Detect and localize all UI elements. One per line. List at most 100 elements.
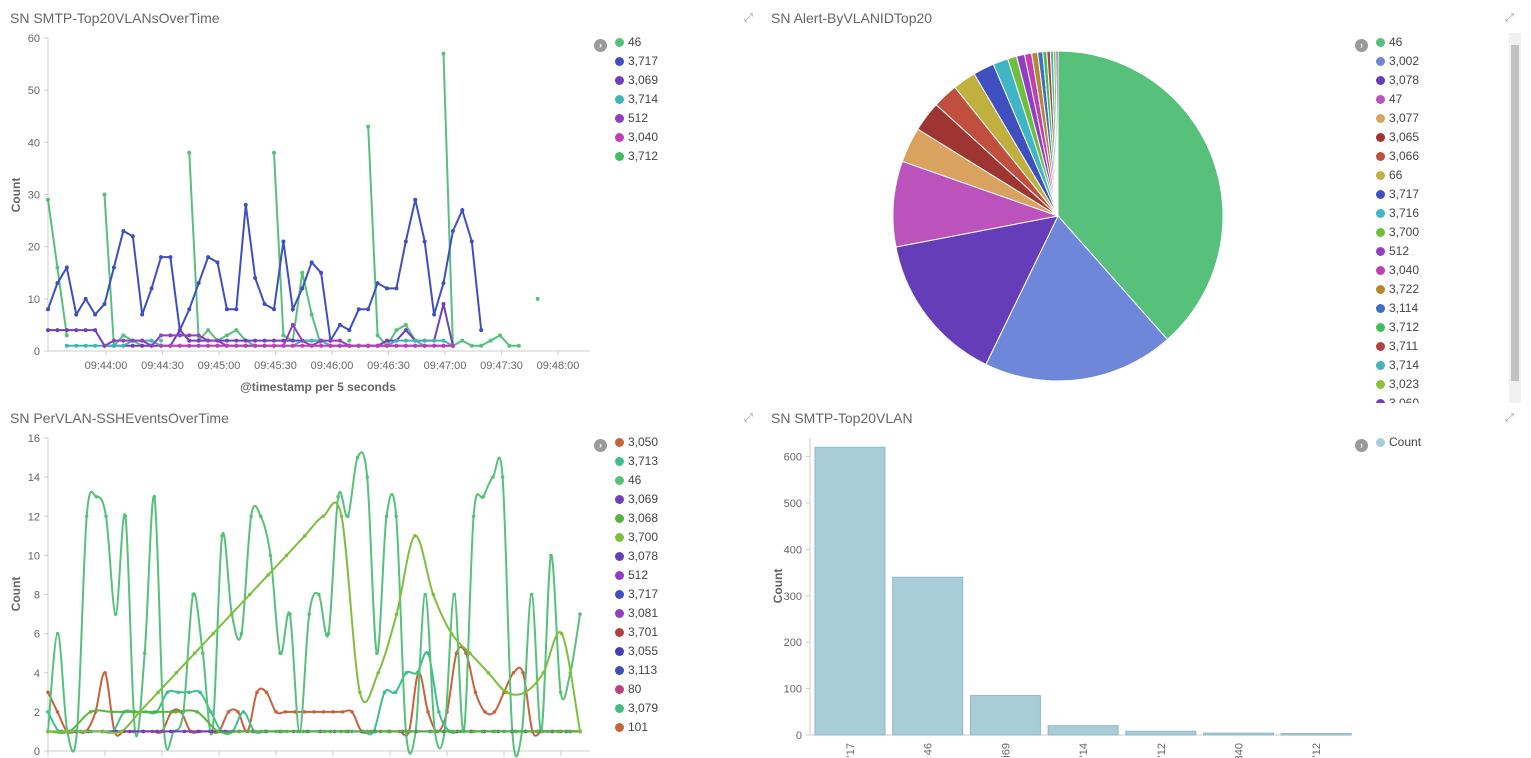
data-point <box>110 710 114 714</box>
data-point <box>74 343 79 348</box>
data-point <box>394 328 399 333</box>
bar <box>1203 732 1274 736</box>
legend-item[interactable]: 47 <box>1376 90 1419 109</box>
data-point <box>535 296 540 301</box>
legend-item[interactable]: 3,065 <box>1376 128 1419 147</box>
legend-item[interactable]: 3,055 <box>615 642 658 661</box>
expand-icon[interactable]: ⤢ <box>1505 412 1514 424</box>
legend-item[interactable]: 3,078 <box>1376 71 1419 90</box>
legend-item[interactable]: 3,712 <box>1376 318 1419 337</box>
legend-item[interactable]: 46 <box>1376 33 1419 52</box>
legend-item[interactable]: 512 <box>615 109 658 128</box>
expand-icon[interactable]: ⤢ <box>744 412 753 424</box>
legend-item[interactable]: 3,701 <box>615 623 658 642</box>
legend-dot-icon <box>1376 76 1385 85</box>
legend-item[interactable]: 3,078 <box>615 547 658 566</box>
legend-label: 3,716 <box>1389 206 1420 220</box>
data-point <box>142 651 147 655</box>
legend-item[interactable]: 3,700 <box>1376 223 1419 242</box>
data-point <box>121 343 126 348</box>
legend-toggle-icon[interactable]: › <box>594 39 607 52</box>
data-point <box>326 631 331 636</box>
data-point <box>473 690 478 695</box>
legend-item[interactable]: 66 <box>1376 166 1419 185</box>
data-point <box>123 514 128 519</box>
data-point <box>309 260 314 265</box>
x-tick-label: 09:46:30 <box>367 360 410 372</box>
legend-item[interactable]: 3,722 <box>1376 280 1419 299</box>
legend-item[interactable]: 3,716 <box>1376 204 1419 223</box>
legend-label: 66 <box>1389 168 1403 182</box>
legend-item[interactable]: 3,002 <box>1376 52 1419 71</box>
legend-item[interactable]: 3,077 <box>1376 109 1419 128</box>
legend: Count <box>1376 433 1421 452</box>
data-point <box>272 150 276 155</box>
data-point <box>385 286 389 291</box>
data-point <box>319 343 324 348</box>
legend-item[interactable]: 3,717 <box>615 585 658 604</box>
legend-item[interactable]: 3,060 <box>1376 394 1419 403</box>
data-point <box>177 333 182 338</box>
expand-icon[interactable]: ⤢ <box>1505 12 1514 24</box>
legend-toggle-icon[interactable]: › <box>1355 439 1368 452</box>
bar <box>1125 730 1197 736</box>
legend-item[interactable]: 3,714 <box>1376 356 1419 375</box>
legend-scrollbar[interactable] <box>1509 33 1521 403</box>
data-point <box>413 338 418 343</box>
data-point <box>247 592 252 597</box>
legend-item[interactable]: 3,050 <box>615 433 658 452</box>
legend-label: 3,002 <box>1389 54 1420 68</box>
data-point <box>328 343 333 348</box>
legend-dot-icon <box>1376 57 1385 66</box>
legend-item[interactable]: 512 <box>615 566 658 585</box>
data-point <box>224 333 229 338</box>
legend-label: 3,040 <box>1389 263 1420 277</box>
data-point <box>224 338 229 343</box>
legend-item[interactable]: 46 <box>615 33 658 52</box>
bar <box>892 576 964 736</box>
legend-item[interactable]: 3,040 <box>1376 261 1419 280</box>
legend-item[interactable]: 3,714 <box>615 90 658 109</box>
legend-item[interactable]: 3,717 <box>1376 185 1419 204</box>
data-point <box>249 514 253 519</box>
legend-item[interactable]: 3,069 <box>615 71 658 90</box>
legend-item[interactable]: 3,069 <box>615 490 658 509</box>
data-point <box>375 651 379 655</box>
data-point <box>46 328 50 333</box>
legend-item[interactable]: 3,079 <box>615 699 658 718</box>
legend-item[interactable]: 80 <box>615 680 658 699</box>
data-point <box>206 255 211 260</box>
data-point <box>46 307 50 312</box>
legend-item[interactable]: 3,711 <box>1376 337 1419 356</box>
expand-icon[interactable]: ⤢ <box>744 12 753 24</box>
data-point <box>337 343 342 348</box>
legend-item[interactable]: 3,066 <box>1376 147 1419 166</box>
legend-item[interactable]: 3,068 <box>615 509 658 528</box>
legend-item[interactable]: 3,717 <box>615 52 658 71</box>
scrollbar-thumb[interactable] <box>1511 45 1519 381</box>
data-point <box>196 281 201 286</box>
legend-item[interactable]: 3,713 <box>615 452 658 471</box>
legend-item[interactable]: 3,712 <box>615 147 658 166</box>
legend-item[interactable]: 3,114 <box>1376 299 1419 318</box>
legend-item[interactable]: Count <box>1376 433 1421 452</box>
legend-label: 3,078 <box>1389 73 1420 87</box>
legend-dot-icon <box>615 647 624 656</box>
legend-item[interactable]: 3,040 <box>615 128 658 147</box>
legend-item[interactable]: 512 <box>1376 242 1419 261</box>
legend-item[interactable]: 46 <box>615 471 658 490</box>
legend-toggle-icon[interactable]: › <box>1355 39 1368 52</box>
legend-dot-icon <box>615 457 624 466</box>
y-tick-label: 500 <box>784 498 802 510</box>
legend-item[interactable]: 3,700 <box>615 528 658 547</box>
data-point <box>234 328 239 333</box>
pie-slice <box>985 215 1169 382</box>
legend-item[interactable]: 3,023 <box>1376 375 1419 394</box>
legend-item[interactable]: 3,113 <box>615 661 658 680</box>
data-point <box>128 729 132 734</box>
legend-item[interactable]: 101 <box>615 718 658 737</box>
legend-item[interactable]: 3,081 <box>615 604 658 623</box>
legend: 46 3,002 3,078 47 3,077 3,065 3,066 66 3,717 3,71… <box>1376 33 1419 403</box>
data-point <box>403 338 408 343</box>
legend-toggle-icon[interactable]: › <box>594 439 607 452</box>
